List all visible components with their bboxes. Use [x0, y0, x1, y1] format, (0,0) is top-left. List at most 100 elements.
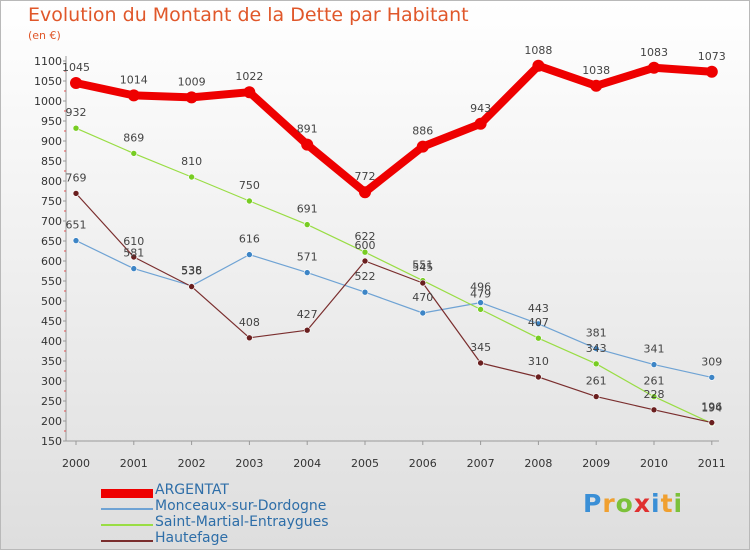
data-point — [416, 140, 429, 153]
data-point — [359, 186, 371, 199]
data-point — [535, 373, 542, 381]
data-label: 1088 — [524, 44, 552, 57]
data-point — [535, 320, 542, 328]
data-point — [127, 89, 140, 102]
data-label: 551 — [412, 259, 433, 272]
data-point — [477, 299, 484, 306]
data-label: 345 — [470, 341, 491, 354]
data-point — [303, 269, 311, 276]
y-tick-label: 500 — [41, 295, 62, 308]
x-tick-label: 2001 — [120, 457, 148, 470]
data-point — [301, 138, 314, 151]
data-label: 1009 — [178, 75, 206, 88]
data-label: 261 — [586, 375, 607, 388]
legend-label: Saint-Martial-Entraygues — [155, 514, 329, 530]
x-tick-label: 2008 — [524, 457, 552, 470]
y-tick-label: 750 — [41, 195, 62, 208]
data-point — [70, 77, 82, 89]
data-point — [72, 124, 80, 132]
data-point — [303, 326, 311, 334]
y-tick-label: 650 — [41, 235, 62, 248]
data-label: 691 — [297, 203, 318, 216]
data-point — [361, 288, 369, 296]
y-tick-label: 150 — [41, 435, 62, 448]
y-tick-label: 600 — [41, 255, 62, 268]
data-label: 443 — [528, 302, 549, 315]
legend-label: Monceaux-sur-Dordogne — [155, 498, 327, 514]
y-tick-label: 400 — [41, 335, 62, 348]
data-point — [243, 86, 256, 99]
data-label: 610 — [123, 235, 144, 248]
data-label: 407 — [528, 316, 549, 329]
data-point — [592, 345, 600, 352]
data-label: 522 — [355, 270, 376, 283]
data-point — [705, 65, 718, 78]
x-tick-label: 2007 — [467, 457, 495, 470]
data-label: 408 — [239, 316, 260, 329]
legend-swatch — [101, 540, 153, 542]
data-label: 869 — [123, 131, 144, 144]
logo-letter: x — [633, 489, 651, 518]
series-line-0 — [72, 61, 716, 197]
x-tick-label: 2002 — [178, 457, 206, 470]
proxiti-logo: Proxiti — [583, 489, 683, 518]
logo-letter: r — [602, 489, 616, 518]
data-point — [419, 279, 427, 287]
data-label: 1045 — [62, 61, 90, 74]
x-tick-label: 2010 — [640, 457, 668, 470]
y-tick-label: 450 — [41, 315, 62, 328]
y-tick-label: 900 — [41, 135, 62, 148]
data-label: 1022 — [235, 70, 263, 83]
data-label: 750 — [239, 179, 260, 192]
x-tick-label: 2004 — [293, 457, 321, 470]
x-tick-label: 2006 — [409, 457, 437, 470]
data-label: 538 — [181, 264, 202, 277]
data-label: 622 — [355, 230, 376, 243]
data-label: 343 — [586, 342, 607, 355]
unit-label: (en €) — [28, 29, 61, 42]
data-point — [708, 419, 716, 426]
legend-swatch — [101, 488, 153, 498]
data-point — [477, 306, 484, 313]
legend-swatch — [101, 508, 153, 510]
data-label: 571 — [297, 251, 318, 264]
x-tick-label: 2005 — [351, 457, 379, 470]
data-point — [648, 61, 660, 74]
data-label: 427 — [297, 308, 318, 321]
data-point — [246, 334, 253, 342]
logo-letter: t — [660, 489, 674, 518]
legend-label: ARGENTAT — [155, 482, 229, 498]
data-label: 769 — [66, 171, 87, 184]
data-label: 772 — [355, 170, 376, 183]
logo-letter: i — [651, 489, 661, 518]
data-point — [419, 309, 427, 317]
data-point — [246, 197, 253, 205]
y-tick-label: 200 — [41, 415, 62, 428]
data-point — [72, 190, 80, 197]
y-tick-label: 1000 — [34, 95, 62, 108]
data-label: 309 — [701, 355, 722, 368]
data-point — [590, 79, 603, 92]
data-point — [361, 248, 369, 256]
data-label: 810 — [181, 155, 202, 168]
data-label: 545 — [412, 261, 433, 274]
series-line-3 — [75, 192, 713, 424]
legend-swatch — [101, 524, 153, 526]
y-tick-label: 300 — [41, 375, 62, 388]
series-line-1 — [75, 240, 713, 378]
data-point — [708, 374, 716, 381]
y-tick-label: 1100 — [34, 55, 62, 68]
data-point — [130, 150, 138, 157]
data-label: 470 — [412, 291, 433, 304]
data-label: 1083 — [640, 46, 668, 59]
chart-title: Evolution du Montant de la Dette par Hab… — [28, 4, 469, 26]
data-point — [592, 393, 600, 400]
data-label: 651 — [66, 219, 87, 232]
data-point — [650, 406, 658, 414]
data-label: 886 — [412, 125, 433, 138]
data-label: 310 — [528, 355, 549, 368]
data-label: 943 — [470, 102, 491, 115]
data-label: 228 — [644, 388, 665, 401]
data-point — [188, 283, 195, 290]
